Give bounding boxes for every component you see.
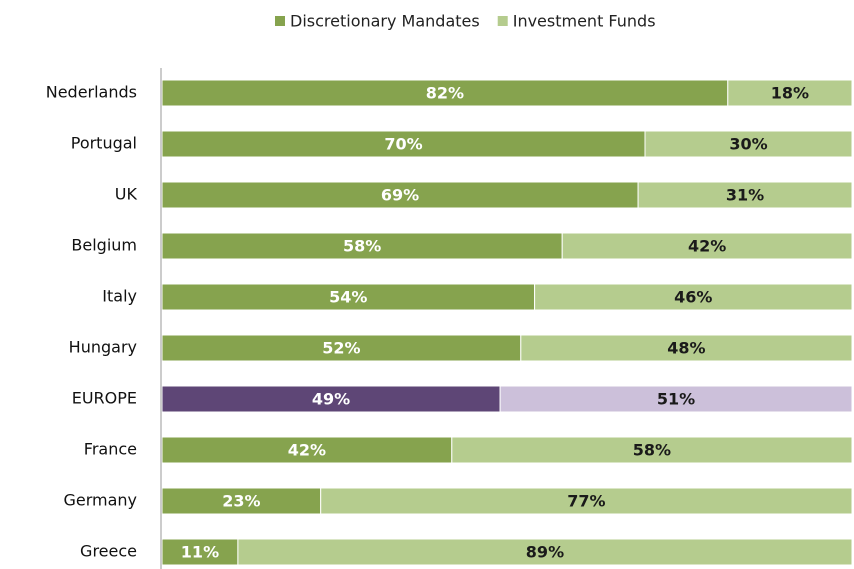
category-label: Belgium [71,236,137,255]
bar-segment [237,538,853,566]
category-label: EUROPE [72,389,137,408]
bar-segment [161,538,239,566]
value-label: 30% [729,135,767,154]
category-label: UK [115,185,138,204]
bar-segment [161,283,536,311]
value-label: 69% [381,186,419,205]
value-label: 11% [181,543,219,562]
legend-label: Investment Funds [513,12,656,31]
category-label: Greece [80,542,137,561]
bar-segment [161,487,322,515]
legend-label: Discretionary Mandates [290,12,480,31]
category-label: France [84,440,137,459]
value-label: 31% [726,186,764,205]
value-label: 58% [633,441,671,460]
value-label: 46% [674,288,712,307]
bar-segment [520,334,853,362]
category-label: Germany [63,491,137,510]
bar-segment [727,79,853,107]
value-label: 82% [426,84,464,103]
value-label: 77% [567,492,605,511]
value-label: 23% [222,492,260,511]
bar-segment [534,283,853,311]
legend-swatch [275,16,285,26]
bar-segment [161,385,501,413]
bar-segment [561,232,853,260]
value-label: 58% [343,237,381,256]
value-label: 18% [771,84,809,103]
bar-segment [161,130,646,158]
value-label: 70% [384,135,422,154]
value-label: 54% [329,288,367,307]
category-label: Nederlands [46,83,137,102]
bar-segment [637,181,853,209]
value-label: 89% [526,543,564,562]
bar-segment [161,436,453,464]
value-label: 51% [657,390,695,409]
value-label: 49% [312,390,350,409]
bar-segment [451,436,853,464]
value-label: 42% [688,237,726,256]
bar-segment [320,487,853,515]
bar-segment [644,130,853,158]
value-label: 48% [667,339,705,358]
bar-segment [161,334,522,362]
legend-swatch [497,16,508,26]
value-label: 52% [322,339,360,358]
value-label: 42% [288,441,326,460]
category-label: Italy [102,287,137,306]
category-label: Portugal [71,134,137,153]
bar-segment [499,385,853,413]
category-label: Hungary [69,338,137,357]
